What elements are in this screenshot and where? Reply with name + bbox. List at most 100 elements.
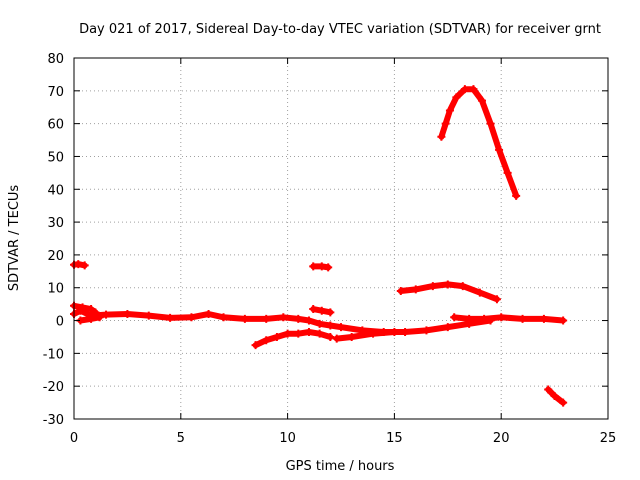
y-tick-label: -10 [43,347,64,362]
data-point [326,308,335,317]
data-point [443,280,452,289]
y-axis-label: SDTVAR / TECUs [7,185,22,292]
y-tick-label: 30 [47,216,64,231]
data-point [78,303,87,312]
data-point [294,329,303,338]
data-point [544,385,553,394]
series-trace-mid-lower [333,329,398,342]
data-point [87,314,96,323]
data-point [475,288,484,297]
data-traces [70,85,568,407]
data-point [518,314,527,323]
y-tick-label: 40 [47,183,64,198]
data-point [315,319,324,328]
data-point [477,96,486,105]
data-point [445,106,454,115]
data-point [279,313,288,322]
series-trace-main-baseline [71,307,494,335]
data-point [559,316,568,325]
y-tick-label: 50 [47,150,64,165]
data-point [294,314,303,323]
series-trace-peak-arc [438,86,520,199]
data-point [262,314,271,323]
data-point [326,332,335,341]
data-point [401,328,410,337]
data-point [240,314,249,323]
y-tick-label: 70 [47,85,64,100]
data-point [539,314,548,323]
y-tick-label: -30 [43,413,64,428]
data-point [317,306,326,315]
data-point [324,263,333,272]
y-tick-label: 60 [47,118,64,133]
axis-ticks: 0 5 10 15 20 25 -30 -20 -10 0 10 20 30 40 50 60 70 80 [43,52,617,446]
x-tick-label: 5 [177,431,185,446]
data-point [492,295,501,304]
data-point [465,314,474,323]
data-point [95,313,104,322]
data-point [272,332,281,341]
data-point [347,332,356,341]
data-point [304,316,313,325]
data-point [497,313,506,322]
data-point [559,398,568,407]
data-point [422,326,431,335]
data-point [512,191,521,200]
data-point [458,282,467,291]
data-point [251,341,260,350]
y-tick-label: 10 [47,282,64,297]
x-tick-label: 20 [493,431,510,446]
data-point [204,309,213,318]
plot-frame [73,57,609,420]
y-tick-label: 80 [47,52,64,67]
x-tick-label: 10 [279,431,296,446]
data-point [187,313,196,322]
data-point [123,309,132,318]
data-point [326,321,335,330]
data-point [309,305,318,314]
data-point [309,262,318,271]
data-point [428,282,437,291]
data-point [452,93,461,102]
data-point [91,308,100,317]
y-tick-label: -20 [43,380,64,395]
data-point [332,334,341,343]
data-point [550,392,559,401]
series-trace-main-upper-dip [71,302,99,316]
grid-lines [74,58,608,419]
data-point [219,313,228,322]
data-point [503,168,512,177]
data-point [441,119,450,128]
data-point [74,260,83,269]
data-point [411,285,420,294]
data-point [283,329,292,338]
data-point [315,329,324,338]
data-point [495,145,504,154]
data-point [460,85,469,94]
data-point [262,336,271,345]
data-point [396,287,405,296]
x-tick-label: 25 [600,431,617,446]
data-point [390,328,399,337]
data-point [87,305,96,314]
data-point [469,85,478,94]
data-point [80,261,89,270]
data-point [144,311,153,320]
data-point [450,313,459,322]
data-point [443,323,452,332]
y-tick-label: 20 [47,249,64,264]
data-point [437,132,446,141]
chart-title: Day 021 of 2017, Sidereal Day-to-day VTE… [79,22,601,37]
data-point [369,329,378,338]
data-point [166,313,175,322]
data-point [304,328,313,337]
y-tick-label: 0 [56,315,64,330]
x-axis-label: GPS time / hours [286,459,395,474]
data-point [337,323,345,332]
data-point [480,314,489,323]
x-tick-label: 15 [386,431,403,446]
data-point [102,310,111,319]
x-tick-label: 0 [70,431,78,446]
data-point [486,119,495,128]
